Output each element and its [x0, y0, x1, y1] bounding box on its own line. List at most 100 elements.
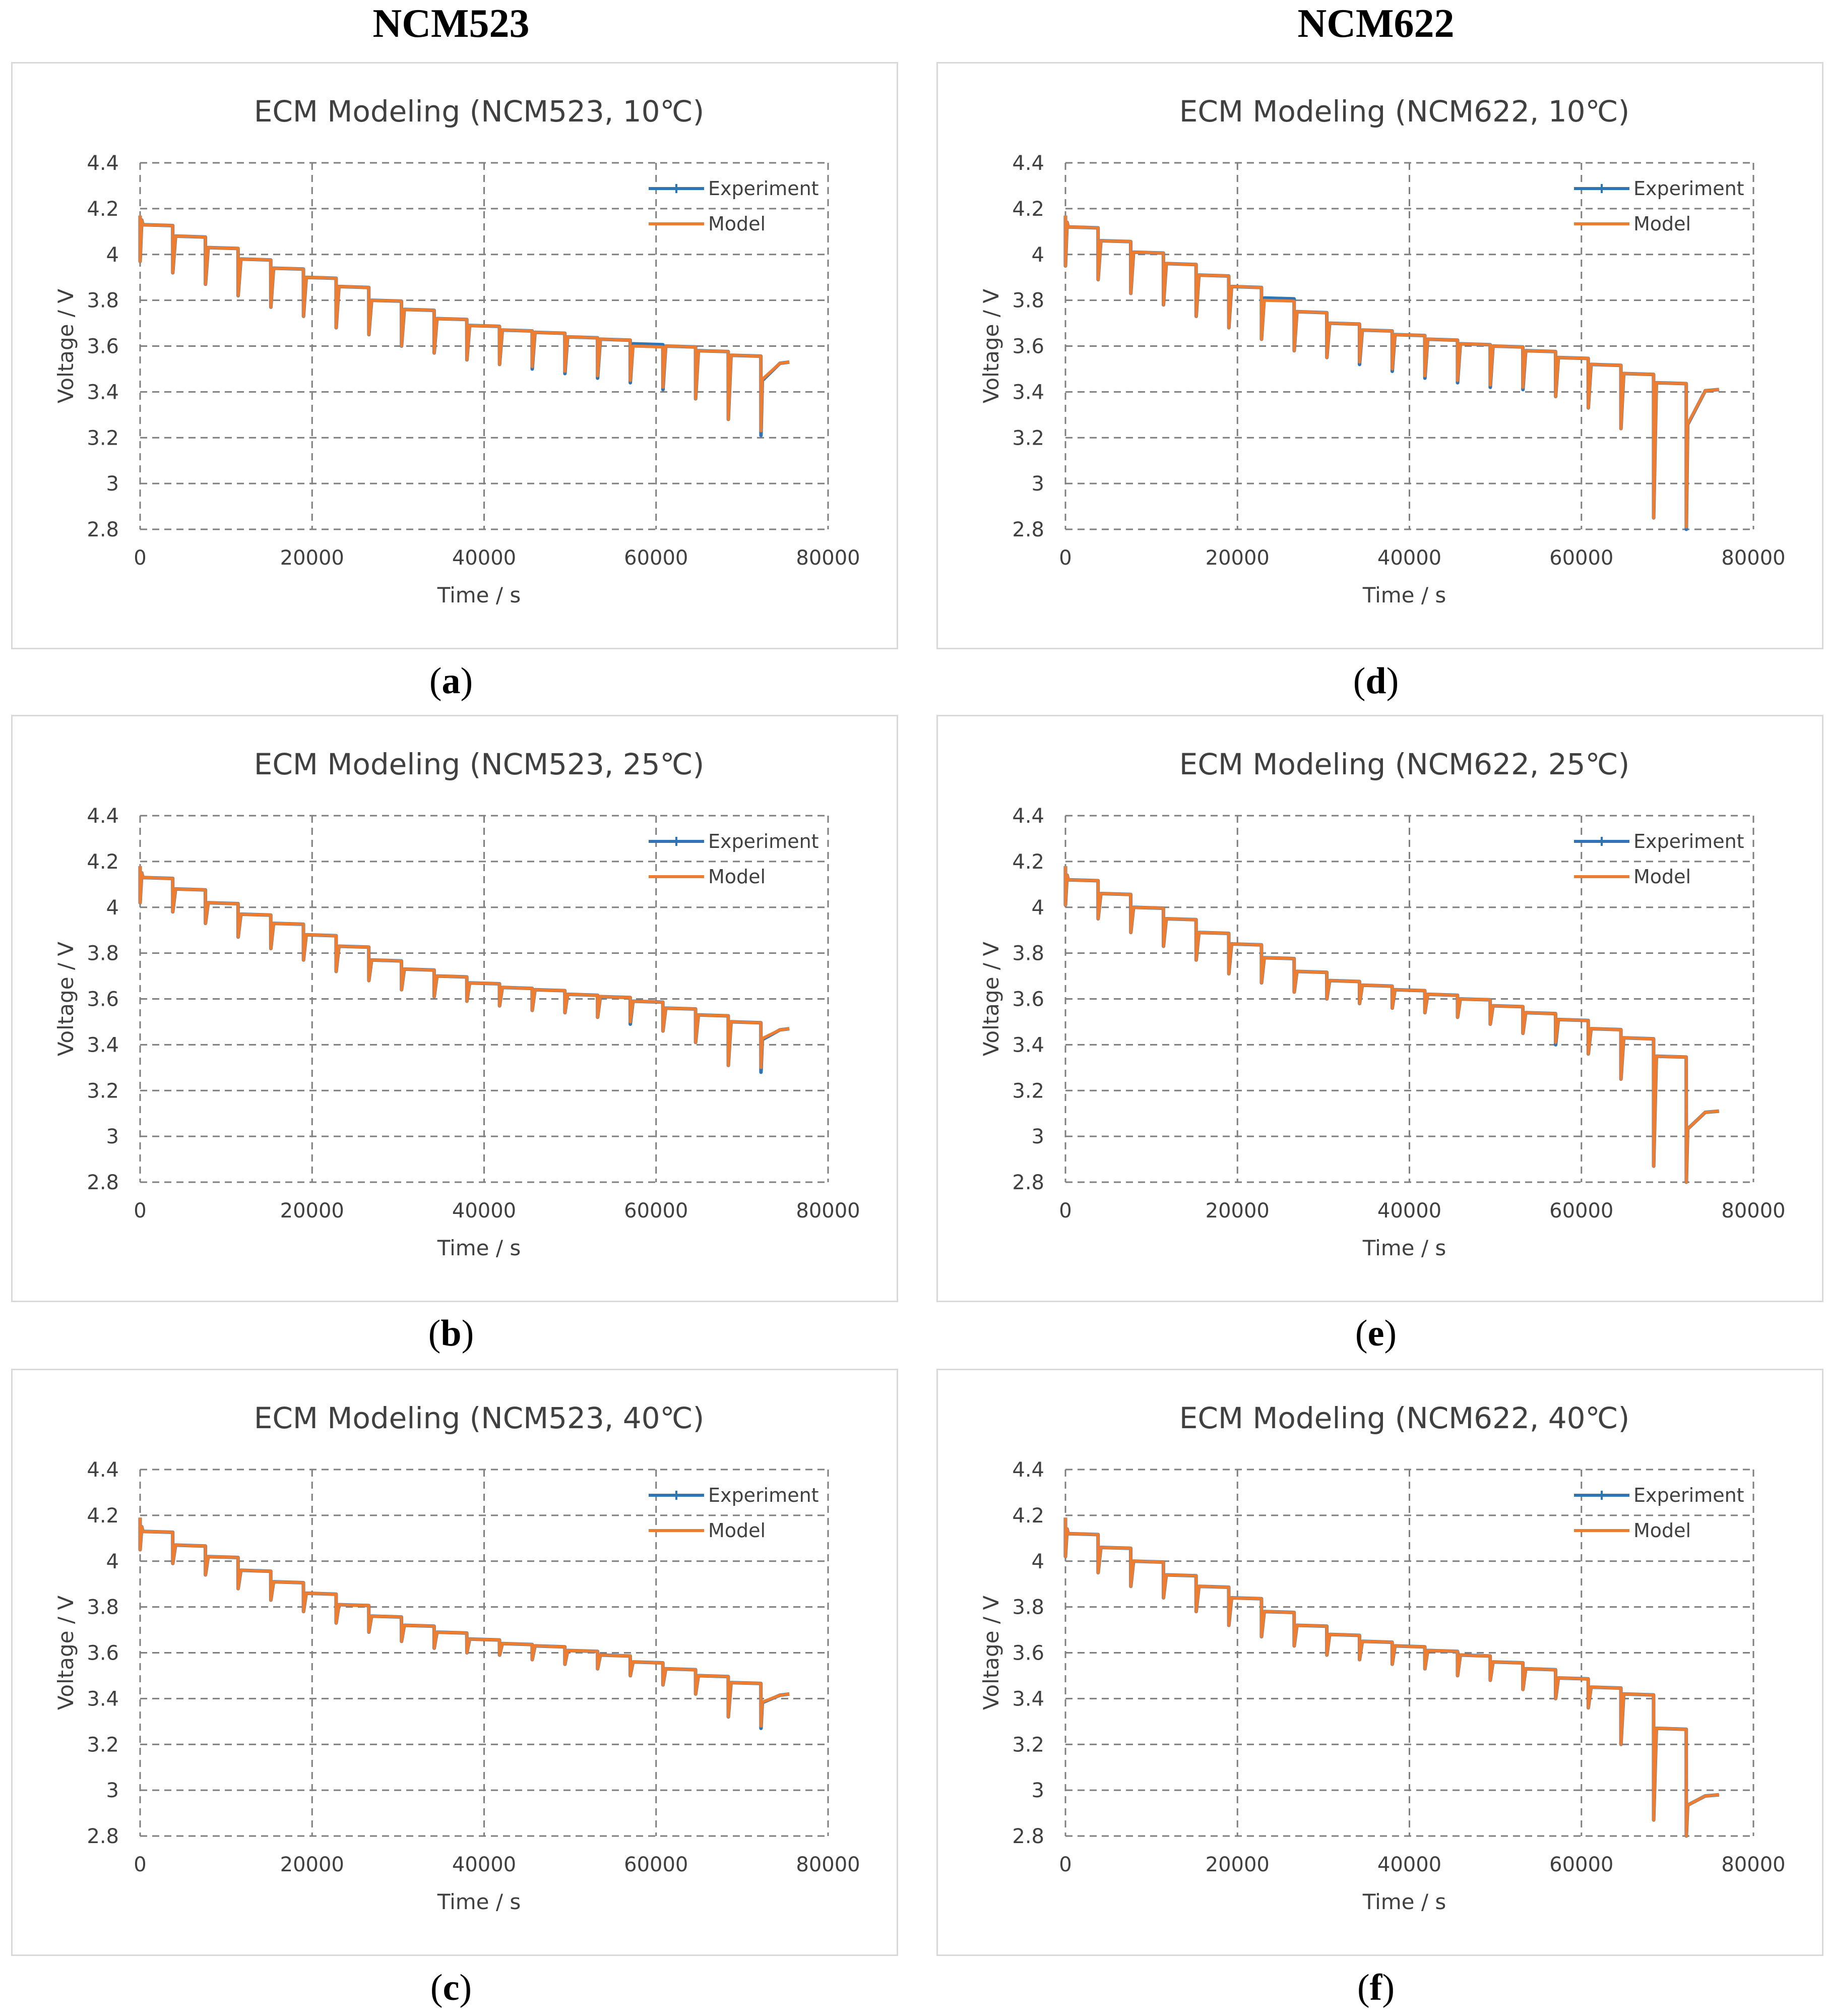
- chart-e-series-model-line: [1064, 866, 1720, 1184]
- chart-e-ytick-label: 3.8: [1012, 942, 1044, 965]
- chart-panel-e: ECM Modeling (NCM622, 25℃) 2.8 3 3.2 3.4 3.6 3…: [936, 715, 1823, 1302]
- chart-b-svg: ECM Modeling (NCM523, 25℃) 2.8 3 3.2 3.4 3.6 3…: [53, 747, 860, 1260]
- chart-a-ylabel: Voltage / V: [53, 289, 78, 403]
- chart-d-xlabel: Time / s: [1362, 583, 1446, 607]
- chart-b-ytick-label: 3: [106, 1125, 119, 1148]
- chart-a-xtick-label: 20000: [280, 546, 344, 570]
- chart-a-ytick-label: 3.6: [87, 335, 119, 358]
- chart-b-xlabel: Time / s: [437, 1236, 521, 1260]
- caption-letter-a: a: [442, 660, 461, 702]
- chart-b-series-experiment-line: [138, 866, 790, 1074]
- chart-d-ytick-label: 3.4: [1012, 381, 1044, 404]
- chart-d-xtick-label: 0: [1059, 546, 1072, 570]
- chart-a-xtick-label: 80000: [796, 546, 860, 570]
- chart-d-xtick-label: 20000: [1206, 546, 1270, 570]
- chart-e-ytick-label: 4.2: [1012, 850, 1044, 874]
- chart-b-title: ECM Modeling (NCM523, 25℃): [254, 747, 705, 781]
- chart-c-xtick-label: 60000: [624, 1853, 688, 1876]
- caption-c: (c): [430, 1967, 472, 2008]
- chart-c-ytick-label: 2.8: [87, 1825, 119, 1848]
- chart-f-xtick-label: 80000: [1721, 1853, 1785, 1876]
- chart-d-legend-experiment-label: Experiment: [1633, 177, 1744, 200]
- chart-f-ytick-label: 2.8: [1012, 1825, 1044, 1848]
- chart-c-legend-experiment-label: Experiment: [708, 1484, 819, 1506]
- chart-a-xtick-label: 40000: [452, 546, 516, 570]
- chart-e-ytick-label: 4: [1032, 896, 1044, 920]
- chart-b-ytick-label: 4: [106, 896, 119, 920]
- chart-b-xtick-label: 0: [134, 1199, 146, 1223]
- chart-c-svg: ECM Modeling (NCM523, 40℃) 2.8 3 3.2 3.4 3.6 3…: [53, 1401, 860, 1914]
- column-header-ncm523: NCM523: [372, 2, 530, 46]
- chart-c-ytick-label: 4: [106, 1550, 119, 1573]
- chart-c-xlabel: Time / s: [437, 1889, 521, 1914]
- chart-f-ytick-label: 3.8: [1012, 1596, 1044, 1619]
- caption-b: (b): [428, 1313, 474, 1354]
- chart-c-ytick-label: 3: [106, 1779, 119, 1802]
- chart-e-ytick-label: 3.4: [1012, 1033, 1044, 1057]
- chart-e-legend-model-label: Model: [1633, 866, 1691, 888]
- chart-a-xtick-label: 60000: [624, 546, 688, 570]
- chart-a-xtick-label: 0: [134, 546, 146, 570]
- chart-d-xtick-label: 80000: [1721, 546, 1785, 570]
- chart-e-xtick-label: 20000: [1206, 1199, 1270, 1223]
- chart-b-xtick-label: 60000: [624, 1199, 688, 1223]
- chart-f-title: ECM Modeling (NCM622, 40℃): [1179, 1401, 1630, 1435]
- chart-b-xtick-label: 80000: [796, 1199, 860, 1223]
- chart-d-ytick-label: 4.2: [1012, 198, 1044, 221]
- chart-d-ylabel: Voltage / V: [979, 289, 1003, 403]
- chart-f-ytick-label: 3.2: [1012, 1733, 1044, 1756]
- chart-a-ytick-label: 3.2: [87, 426, 119, 450]
- chart-c-xtick-label: 40000: [452, 1853, 516, 1876]
- chart-f-legend-experiment-label: Experiment: [1633, 1484, 1744, 1506]
- chart-f-ytick-label: 3.6: [1012, 1642, 1044, 1665]
- chart-a-series-model-line: [139, 215, 790, 433]
- chart-d-title: ECM Modeling (NCM622, 10℃): [1179, 94, 1630, 129]
- chart-f-ytick-label: 3: [1032, 1779, 1044, 1802]
- chart-e-legend-experiment-label: Experiment: [1633, 830, 1744, 852]
- caption-letter-b: b: [440, 1313, 462, 1354]
- chart-e-xtick-label: 80000: [1721, 1199, 1785, 1223]
- chart-c-ytick-label: 3.6: [87, 1642, 119, 1665]
- chart-c-ytick-label: 4.4: [87, 1458, 119, 1482]
- chart-e-ytick-label: 4.4: [1012, 805, 1044, 828]
- chart-e-ytick-label: 3.2: [1012, 1079, 1044, 1103]
- chart-d-ytick-label: 3.6: [1012, 335, 1044, 358]
- chart-c-legend-model-label: Model: [708, 1519, 766, 1542]
- caption-e: (e): [1355, 1313, 1397, 1354]
- chart-d-series-model-line: [1064, 215, 1720, 529]
- chart-e-ytick-label: 3.6: [1012, 988, 1044, 1011]
- chart-b-legend-experiment-label: Experiment: [708, 830, 819, 852]
- chart-c-xtick-label: 20000: [280, 1853, 344, 1876]
- chart-d-xtick-label: 40000: [1377, 546, 1441, 570]
- chart-panel-f: ECM Modeling (NCM622, 40℃) 2.8 3 3.2 3.4 3.6 3…: [936, 1369, 1823, 1956]
- chart-c-ytick-label: 3.2: [87, 1733, 119, 1756]
- chart-e-ytick-label: 2.8: [1012, 1171, 1044, 1194]
- caption-f: (f): [1357, 1967, 1395, 2008]
- chart-a-ytick-label: 4.4: [87, 152, 119, 175]
- caption-letter-d: d: [1365, 660, 1387, 702]
- chart-b-ytick-label: 3.4: [87, 1033, 119, 1057]
- chart-e-ylabel: Voltage / V: [979, 942, 1003, 1056]
- chart-panel-a: ECM Modeling (NCM523, 10℃) 2.8 3 3.2 3.4 3.6 3…: [11, 62, 898, 649]
- chart-panel-c: ECM Modeling (NCM523, 40℃) 2.8 3 3.2 3.4 3.6 3…: [11, 1369, 898, 1956]
- chart-d-legend-model-label: Model: [1633, 213, 1691, 235]
- chart-d-ytick-label: 3.8: [1012, 289, 1044, 313]
- chart-f-xtick-label: 60000: [1549, 1853, 1613, 1876]
- chart-f-ytick-label: 4.4: [1012, 1458, 1044, 1482]
- column-header-ncm622: NCM622: [1297, 2, 1455, 46]
- chart-a-svg: ECM Modeling (NCM523, 10℃) 2.8 3 3.2 3.4 3.6 3…: [53, 94, 860, 607]
- chart-a-title: ECM Modeling (NCM523, 10℃): [254, 94, 705, 129]
- chart-f-ytick-label: 4.2: [1012, 1504, 1044, 1528]
- chart-e-xlabel: Time / s: [1362, 1236, 1446, 1260]
- chart-b-ytick-label: 3.8: [87, 942, 119, 965]
- chart-b-series-model-line: [139, 866, 790, 1069]
- caption-letter-f: f: [1369, 1967, 1382, 2008]
- chart-b-ytick-label: 4.2: [87, 850, 119, 874]
- chart-f-ylabel: Voltage / V: [979, 1596, 1003, 1710]
- chart-f-legend-model-label: Model: [1633, 1519, 1691, 1542]
- chart-e-xtick-label: 0: [1059, 1199, 1072, 1223]
- chart-a-ytick-label: 3: [106, 472, 119, 496]
- chart-f-ytick-label: 4: [1032, 1550, 1044, 1573]
- caption-d: (d): [1353, 660, 1399, 702]
- chart-a-legend-model-label: Model: [708, 213, 766, 235]
